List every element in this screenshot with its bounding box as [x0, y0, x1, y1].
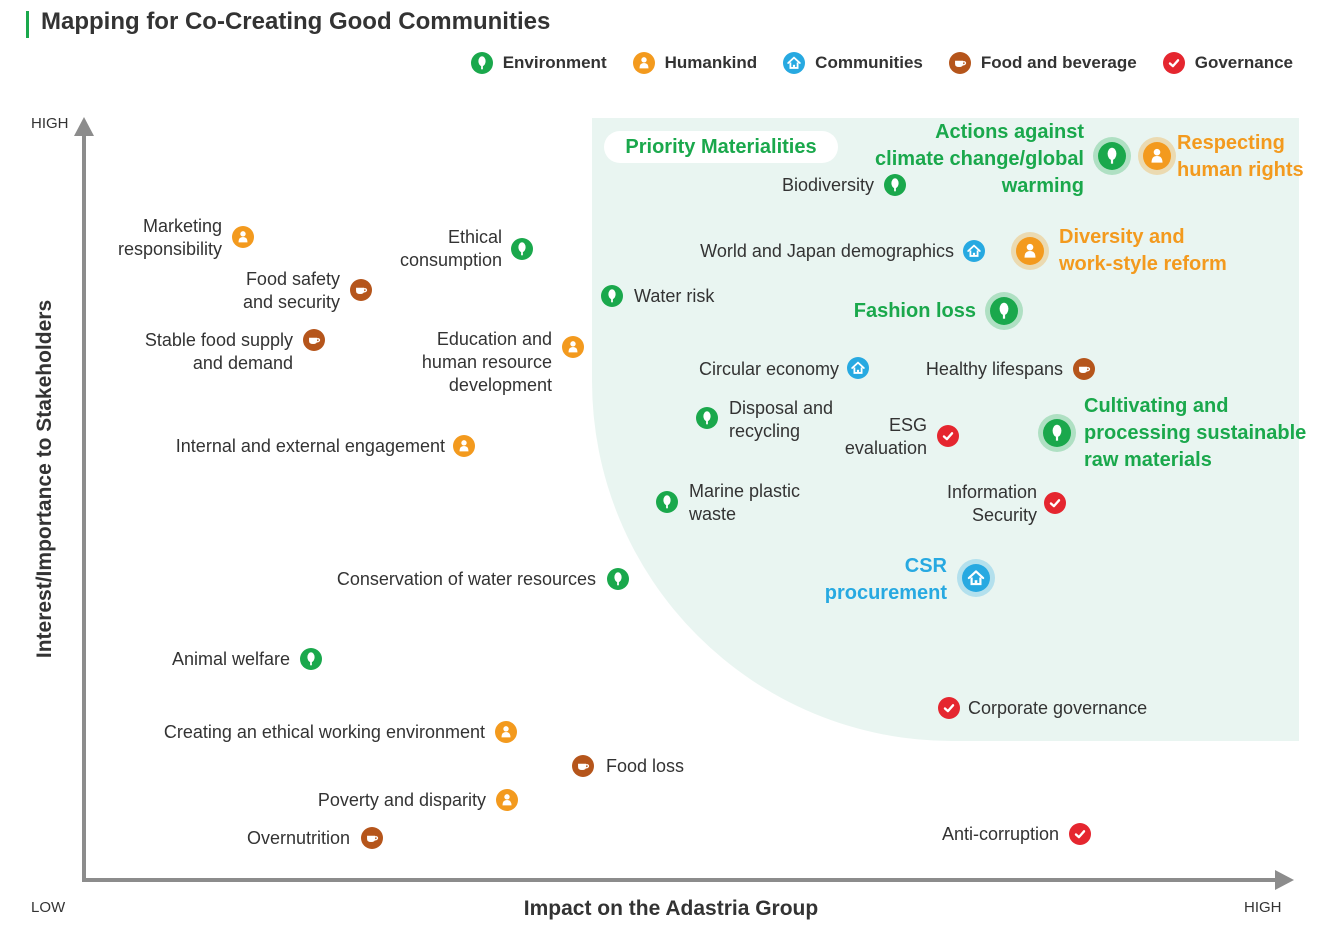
check-icon	[1162, 52, 1185, 74]
legend-item-governance: Governance	[1162, 52, 1293, 74]
check-icon	[938, 697, 960, 719]
cup-icon	[1073, 358, 1095, 380]
tree-icon	[300, 648, 322, 670]
priority-materialities-label: Priority Materialities	[604, 131, 838, 163]
house-icon	[847, 357, 869, 379]
materiality-label: Information Security	[946, 482, 1037, 525]
materiality-label: Stable food supply and demand	[144, 330, 293, 373]
materiality-label: CSR procurement	[824, 555, 947, 604]
person-icon	[232, 226, 254, 248]
materiality-label: Food loss	[606, 756, 685, 776]
check-icon	[1044, 492, 1066, 514]
materiality-label: Creating an ethical working environment	[163, 722, 485, 742]
legend-label: Communities	[815, 53, 923, 72]
person-icon	[453, 435, 475, 457]
cup-icon	[361, 827, 383, 849]
cup-icon	[948, 52, 971, 74]
legend-label: Environment	[502, 53, 607, 72]
materiality-label: Conservation of water resources	[336, 569, 596, 589]
cup-icon	[572, 755, 594, 777]
tree-icon	[601, 285, 623, 307]
person-icon	[496, 789, 518, 811]
materiality-label: Diversity and work-style reform	[1059, 226, 1227, 275]
tree-icon	[607, 568, 629, 590]
legend-item-communities: Communities	[783, 52, 923, 74]
materiality-label: Food safety and security	[242, 269, 340, 312]
tree-icon	[1043, 419, 1071, 447]
materiality-label: Fashion loss	[853, 300, 976, 322]
y-axis-title: Interest/Importance to Stakeholders	[33, 299, 56, 659]
legend-label: Governance	[1194, 53, 1293, 72]
tree-icon	[1098, 142, 1126, 170]
y-axis-high-label: HIGH	[31, 115, 69, 132]
cup-icon	[303, 329, 325, 351]
x-axis-title: Impact on the Adastria Group	[523, 897, 819, 920]
materiality-label: World and Japan demographics	[700, 241, 954, 261]
house-icon	[783, 52, 806, 74]
materiality-label: Water risk	[634, 286, 715, 306]
materiality-label: Education and human resource development	[421, 329, 552, 395]
materiality-label: Poverty and disparity	[317, 790, 486, 810]
materiality-label: Respecting human rights	[1177, 132, 1304, 181]
materiality-label: Disposal and recycling	[729, 398, 834, 441]
materiality-label: Anti-corruption	[941, 824, 1059, 844]
materiality-label: Internal and external engagement	[175, 436, 445, 456]
cup-icon	[350, 279, 372, 301]
house-icon	[963, 240, 985, 262]
tree-icon	[990, 297, 1018, 325]
house-icon	[962, 564, 990, 592]
legend-item-environment: Environment	[470, 52, 607, 74]
legend: Environment Humankind Communities Food and …	[470, 52, 1293, 74]
tree-icon	[656, 491, 678, 513]
tree-icon	[696, 407, 718, 429]
x-axis-high-label: HIGH	[1244, 899, 1282, 916]
materiality-label: Marketing responsibility	[117, 216, 222, 259]
materiality-label: Circular economy	[698, 359, 839, 379]
materiality-label: Actions against climate change/global wa…	[875, 121, 1084, 197]
materiality-label: Animal welfare	[171, 649, 290, 669]
tree-icon	[511, 238, 533, 260]
materiality-label: Cultivating and processing sustainable r…	[1084, 395, 1307, 471]
person-icon	[1016, 237, 1044, 265]
materiality-label: Overnutrition	[246, 828, 350, 848]
x-axis-arrow	[1275, 870, 1294, 890]
legend-label: Humankind	[664, 53, 758, 72]
legend-label: Food and beverage	[980, 53, 1137, 72]
y-axis-arrow	[74, 117, 94, 136]
tree-icon	[470, 52, 493, 74]
materiality-label: Healthy lifespans	[925, 359, 1063, 379]
legend-item-humankind: Humankind	[632, 52, 758, 74]
person-icon	[562, 336, 584, 358]
origin-low-label: LOW	[31, 899, 66, 916]
title-accent-bar	[26, 11, 29, 38]
materiality-label: ESG evaluation	[844, 415, 927, 458]
materiality-label: Biodiversity	[781, 175, 874, 195]
materiality-label: Ethical consumption	[399, 227, 502, 270]
check-icon	[1069, 823, 1091, 845]
person-icon	[495, 721, 517, 743]
materiality-label: Marine plastic waste	[689, 481, 801, 524]
person-icon	[1143, 142, 1171, 170]
person-icon	[632, 52, 655, 74]
legend-item-food: Food and beverage	[948, 52, 1137, 74]
tree-icon	[884, 174, 906, 196]
materiality-label: Corporate governance	[968, 698, 1148, 718]
check-icon	[937, 425, 959, 447]
page-title: Mapping for Co-Creating Good Communities	[41, 8, 551, 35]
